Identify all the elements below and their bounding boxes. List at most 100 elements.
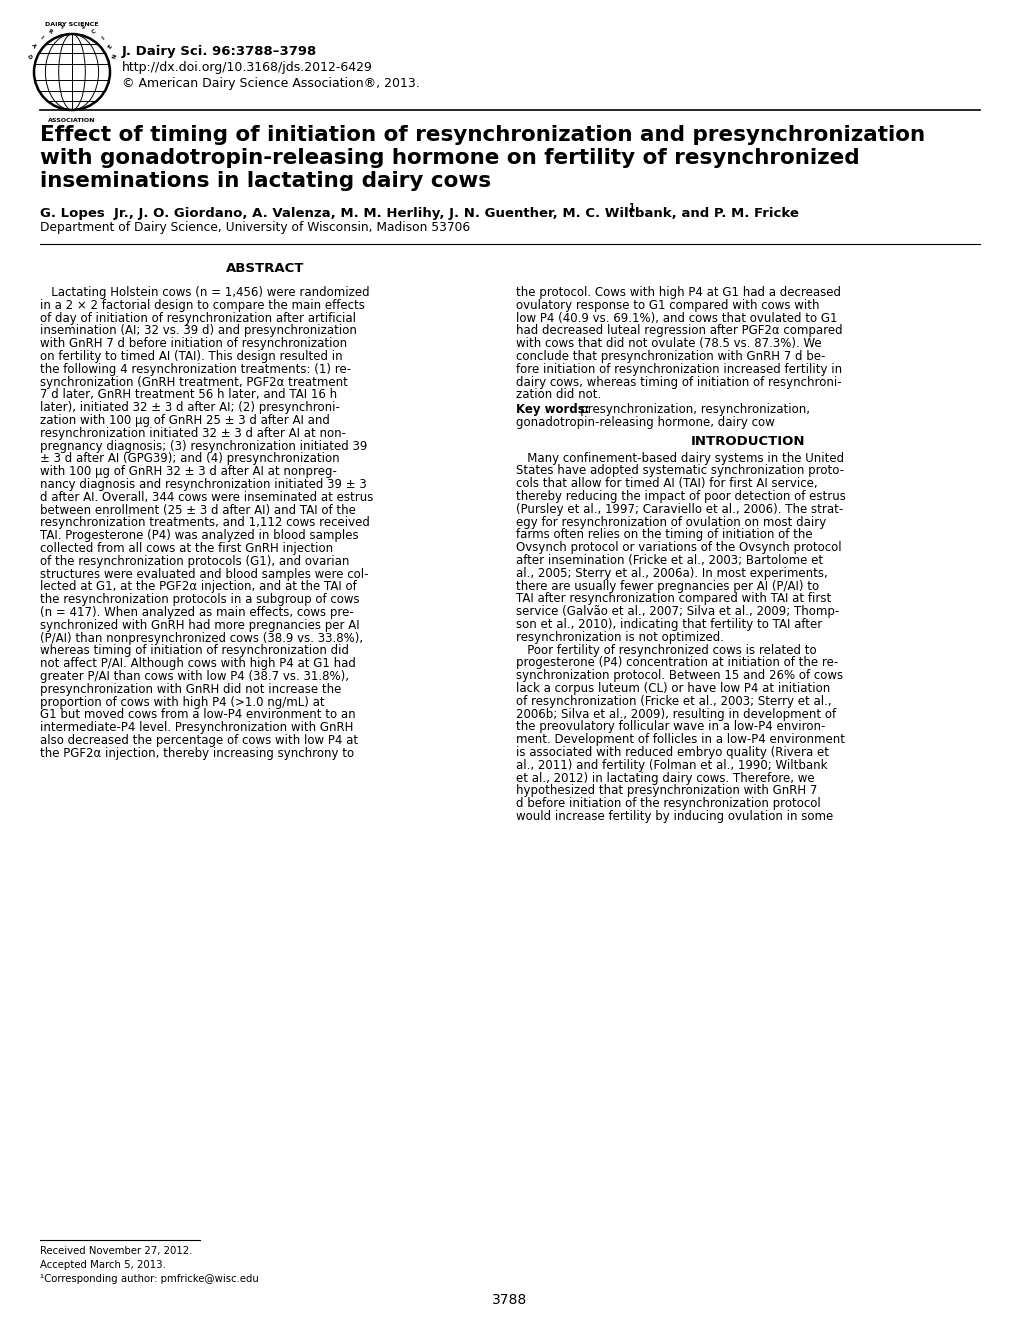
Text: Many confinement-based dairy systems in the United: Many confinement-based dairy systems in … [516, 451, 844, 465]
Text: D: D [25, 53, 32, 59]
Text: had decreased luteal regression after PGF2α compared: had decreased luteal regression after PG… [516, 325, 842, 338]
Text: fore initiation of resynchronization increased fertility in: fore initiation of resynchronization inc… [516, 363, 842, 376]
Text: gonadotropin-releasing hormone, dairy cow: gonadotropin-releasing hormone, dairy co… [516, 416, 774, 429]
Text: pregnancy diagnosis; (3) resynchronization initiated 39: pregnancy diagnosis; (3) resynchronizati… [40, 440, 367, 453]
Text: 2006b; Silva et al., 2009), resulting in development of: 2006b; Silva et al., 2009), resulting in… [516, 708, 836, 721]
Text: N: N [112, 53, 118, 59]
Text: G1 but moved cows from a low-P4 environment to an: G1 but moved cows from a low-P4 environm… [40, 709, 356, 722]
Text: not affect P/AI. Although cows with high P4 at G1 had: not affect P/AI. Although cows with high… [40, 657, 356, 671]
Text: synchronized with GnRH had more pregnancies per AI: synchronized with GnRH had more pregnanc… [40, 619, 360, 632]
Text: thereby reducing the impact of poor detection of estrus: thereby reducing the impact of poor dete… [516, 490, 845, 503]
Text: later), initiated 32 ± 3 d after AI; (2) presynchroni-: later), initiated 32 ± 3 d after AI; (2)… [40, 401, 339, 414]
Text: would increase fertility by inducing ovulation in some: would increase fertility by inducing ovu… [516, 810, 833, 822]
Text: hypothesized that presynchronization with GnRH 7: hypothesized that presynchronization wit… [516, 784, 816, 797]
Text: inseminations in lactating dairy cows: inseminations in lactating dairy cows [40, 172, 490, 191]
Text: low P4 (40.9 vs. 69.1%), and cows that ovulated to G1: low P4 (40.9 vs. 69.1%), and cows that o… [516, 312, 837, 325]
Text: is associated with reduced embryo quality (Rivera et: is associated with reduced embryo qualit… [516, 746, 828, 759]
Text: resynchronization is not optimized.: resynchronization is not optimized. [516, 631, 723, 644]
Text: d before initiation of the resynchronization protocol: d before initiation of the resynchroniza… [516, 797, 820, 810]
Text: G. Lopes  Jr., J. O. Giordano, A. Valenza, M. M. Herlihy, J. N. Guenther, M. C. : G. Lopes Jr., J. O. Giordano, A. Valenza… [40, 206, 798, 219]
Text: farms often relies on the timing of initiation of the: farms often relies on the timing of init… [516, 528, 812, 541]
Text: © American Dairy Science Association®, 2013.: © American Dairy Science Association®, 2… [122, 78, 420, 91]
Text: resynchronization initiated 32 ± 3 d after AI at non-: resynchronization initiated 32 ± 3 d aft… [40, 426, 345, 440]
Text: C: C [91, 28, 97, 34]
Text: synchronization (GnRH treatment, PGF2α treatment: synchronization (GnRH treatment, PGF2α t… [40, 376, 347, 388]
Text: ASSOCIATION: ASSOCIATION [48, 117, 96, 123]
Text: E: E [107, 44, 113, 49]
Text: the protocol. Cows with high P4 at G1 had a decreased: the protocol. Cows with high P4 at G1 ha… [516, 286, 841, 300]
Text: structures were evaluated and blood samples were col-: structures were evaluated and blood samp… [40, 568, 368, 581]
Text: of the resynchronization protocols (G1), and ovarian: of the resynchronization protocols (G1),… [40, 554, 350, 568]
Text: ± 3 d after AI (GPG39); and (4) presynchronization: ± 3 d after AI (GPG39); and (4) presynch… [40, 453, 339, 466]
Text: TAI. Progesterone (P4) was analyzed in blood samples: TAI. Progesterone (P4) was analyzed in b… [40, 529, 359, 543]
Text: egy for resynchronization of ovulation on most dairy: egy for resynchronization of ovulation o… [516, 516, 825, 528]
Text: TAI after resynchronization compared with TAI at first: TAI after resynchronization compared wit… [516, 593, 830, 606]
Text: the preovulatory follicular wave in a low-P4 environ-: the preovulatory follicular wave in a lo… [516, 721, 824, 734]
Text: dairy cows, whereas timing of initiation of resynchroni-: dairy cows, whereas timing of initiation… [516, 376, 841, 388]
Text: 7 d later, GnRH treatment 56 h later, and TAI 16 h: 7 d later, GnRH treatment 56 h later, an… [40, 388, 337, 401]
Text: service (Galvão et al., 2007; Silva et al., 2009; Thomp-: service (Galvão et al., 2007; Silva et a… [516, 605, 839, 618]
Text: greater P/AI than cows with low P4 (38.7 vs. 31.8%),: greater P/AI than cows with low P4 (38.7… [40, 671, 348, 682]
Text: DAIRY SCIENCE: DAIRY SCIENCE [45, 21, 99, 26]
Text: presynchronization, resynchronization,: presynchronization, resynchronization, [569, 403, 809, 416]
Text: S: S [81, 25, 86, 30]
Text: States have adopted systematic synchronization proto-: States have adopted systematic synchroni… [516, 465, 843, 478]
Text: insemination (AI; 32 vs. 39 d) and presynchronization: insemination (AI; 32 vs. 39 d) and presy… [40, 325, 357, 338]
Text: proportion of cows with high P4 (>1.0 ng/mL) at: proportion of cows with high P4 (>1.0 ng… [40, 696, 324, 709]
Text: the resynchronization protocols in a subgroup of cows: the resynchronization protocols in a sub… [40, 593, 360, 606]
Text: also decreased the percentage of cows with low P4 at: also decreased the percentage of cows wi… [40, 734, 358, 747]
Text: 1: 1 [628, 203, 634, 213]
Text: intermediate-P4 level. Presynchronization with GnRH: intermediate-P4 level. Presynchronizatio… [40, 721, 353, 734]
Text: I: I [39, 36, 44, 41]
Text: Ovsynch protocol or variations of the Ovsynch protocol: Ovsynch protocol or variations of the Ov… [516, 541, 841, 554]
Text: Accepted March 5, 2013.: Accepted March 5, 2013. [40, 1261, 166, 1270]
Text: of day of initiation of resynchronization after artificial: of day of initiation of resynchronizatio… [40, 312, 356, 325]
Text: zation with 100 μg of GnRH 25 ± 3 d after AI and: zation with 100 μg of GnRH 25 ± 3 d afte… [40, 414, 329, 426]
Text: whereas timing of initiation of resynchronization did: whereas timing of initiation of resynchr… [40, 644, 348, 657]
Text: collected from all cows at the first GnRH injection: collected from all cows at the first GnR… [40, 543, 333, 554]
Text: progesterone (P4) concentration at initiation of the re-: progesterone (P4) concentration at initi… [516, 656, 838, 669]
Text: lack a corpus luteum (CL) or have low P4 at initiation: lack a corpus luteum (CL) or have low P4… [516, 682, 829, 696]
Text: after insemination (Fricke et al., 2003; Bartolome et: after insemination (Fricke et al., 2003;… [516, 554, 822, 568]
Text: the PGF2α injection, thereby increasing synchrony to: the PGF2α injection, thereby increasing … [40, 747, 354, 760]
Text: nancy diagnosis and resynchronization initiated 39 ± 3: nancy diagnosis and resynchronization in… [40, 478, 367, 491]
Text: I: I [100, 36, 105, 41]
Text: 3788: 3788 [492, 1294, 527, 1307]
Text: there are usually fewer pregnancies per AI (P/AI) to: there are usually fewer pregnancies per … [516, 579, 818, 593]
Text: A: A [31, 44, 37, 49]
Text: Key words:: Key words: [516, 403, 589, 416]
Text: Effect of timing of initiation of resynchronization and presynchronization: Effect of timing of initiation of resync… [40, 125, 924, 145]
Text: J. Dairy Sci. 96:3788–3798: J. Dairy Sci. 96:3788–3798 [122, 45, 317, 58]
Text: ovulatory response to G1 compared with cows with: ovulatory response to G1 compared with c… [516, 298, 818, 312]
Text: in a 2 × 2 factorial design to compare the main effects: in a 2 × 2 factorial design to compare t… [40, 298, 365, 312]
Text: ABSTRACT: ABSTRACT [225, 261, 304, 275]
Text: ment. Development of follicles in a low-P4 environment: ment. Development of follicles in a low-… [516, 733, 844, 746]
Text: with GnRH 7 d before initiation of resynchronization: with GnRH 7 d before initiation of resyn… [40, 337, 346, 350]
Text: R: R [47, 28, 53, 34]
Text: cols that allow for timed AI (TAI) for first AI service,: cols that allow for timed AI (TAI) for f… [516, 478, 817, 490]
Text: http://dx.doi.org/10.3168/jds.2012-6429: http://dx.doi.org/10.3168/jds.2012-6429 [122, 62, 373, 74]
Text: between enrollment (25 ± 3 d after AI) and TAI of the: between enrollment (25 ± 3 d after AI) a… [40, 504, 356, 516]
Text: with 100 μg of GnRH 32 ± 3 d after AI at nonpreg-: with 100 μg of GnRH 32 ± 3 d after AI at… [40, 465, 336, 478]
Text: et al., 2012) in lactating dairy cows. Therefore, we: et al., 2012) in lactating dairy cows. T… [516, 772, 814, 784]
Text: INTRODUCTION: INTRODUCTION [690, 434, 804, 447]
Text: conclude that presynchronization with GnRH 7 d be-: conclude that presynchronization with Gn… [516, 350, 824, 363]
Text: of resynchronization (Fricke et al., 2003; Sterry et al.,: of resynchronization (Fricke et al., 200… [516, 694, 830, 708]
Text: synchronization protocol. Between 15 and 26% of cows: synchronization protocol. Between 15 and… [516, 669, 843, 682]
Text: (P/AI) than nonpresynchronized cows (38.9 vs. 33.8%),: (P/AI) than nonpresynchronized cows (38.… [40, 631, 363, 644]
Text: Poor fertility of resynchronized cows is related to: Poor fertility of resynchronized cows is… [516, 644, 816, 656]
Text: son et al., 2010), indicating that fertility to TAI after: son et al., 2010), indicating that ferti… [516, 618, 821, 631]
Text: Department of Dairy Science, University of Wisconsin, Madison 53706: Department of Dairy Science, University … [40, 222, 470, 235]
Text: (Pursley et al., 1997; Caraviello et al., 2006). The strat-: (Pursley et al., 1997; Caraviello et al.… [516, 503, 843, 516]
Text: al., 2011) and fertility (Folman et al., 1990; Wiltbank: al., 2011) and fertility (Folman et al.,… [516, 759, 826, 772]
Text: with gonadotropin-releasing hormone on fertility of resynchronized: with gonadotropin-releasing hormone on f… [40, 148, 859, 168]
Text: Received November 27, 2012.: Received November 27, 2012. [40, 1246, 193, 1257]
Text: the following 4 resynchronization treatments: (1) re-: the following 4 resynchronization treatm… [40, 363, 351, 376]
Text: presynchronization with GnRH did not increase the: presynchronization with GnRH did not inc… [40, 682, 341, 696]
Text: zation did not.: zation did not. [516, 388, 600, 401]
Text: ¹Corresponding author: pmfricke@wisc.edu: ¹Corresponding author: pmfricke@wisc.edu [40, 1274, 259, 1284]
Text: Lactating Holstein cows (n = 1,456) were randomized: Lactating Holstein cows (n = 1,456) were… [40, 286, 369, 300]
Text: d after AI. Overall, 344 cows were inseminated at estrus: d after AI. Overall, 344 cows were insem… [40, 491, 373, 504]
Text: with cows that did not ovulate (78.5 vs. 87.3%). We: with cows that did not ovulate (78.5 vs.… [516, 337, 821, 350]
Text: Y: Y [58, 25, 63, 30]
